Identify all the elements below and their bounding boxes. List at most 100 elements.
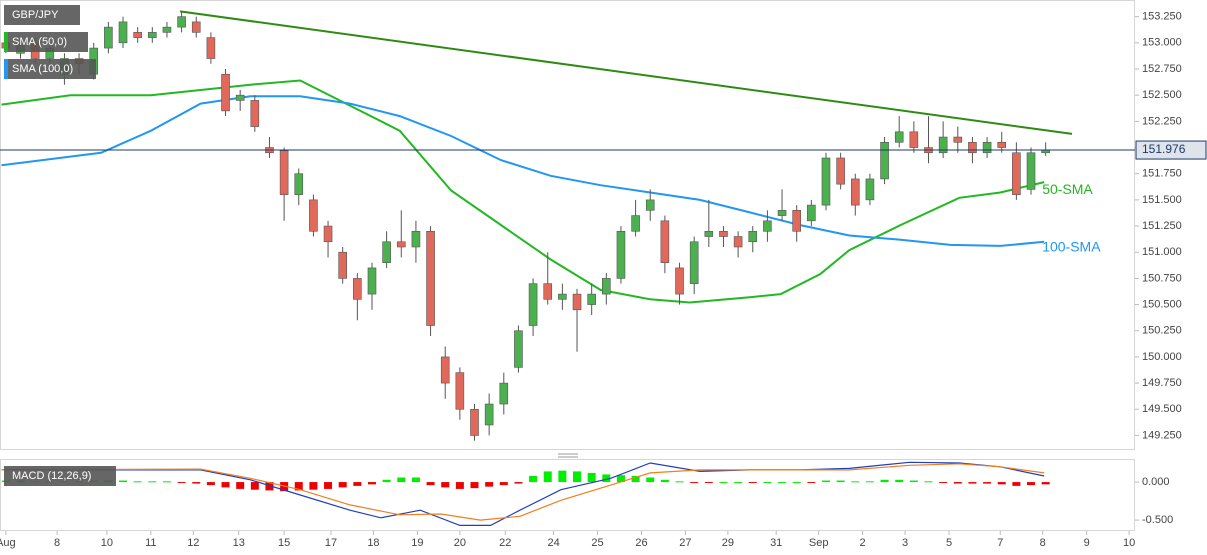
candle-body bbox=[484, 403, 494, 426]
histogram-bar bbox=[646, 477, 655, 483]
candle-body bbox=[602, 278, 611, 295]
x-tick-label: 18 bbox=[367, 537, 379, 549]
histogram-bar bbox=[675, 481, 684, 483]
histogram-bar bbox=[426, 482, 435, 486]
x-tick-label: 24 bbox=[547, 537, 559, 549]
y-tick-label: 151.250 bbox=[1142, 220, 1182, 232]
candle-body bbox=[294, 173, 304, 195]
candle-body bbox=[645, 199, 655, 211]
candle-body bbox=[411, 230, 421, 248]
histogram-bar bbox=[411, 477, 420, 483]
x-tick-label: 17 bbox=[325, 537, 337, 549]
histogram-bar bbox=[616, 475, 625, 483]
x-tick-label: 8 bbox=[1040, 537, 1046, 549]
histogram-bar bbox=[177, 482, 186, 484]
histogram-bar bbox=[499, 482, 508, 486]
y-tick-label: 150.250 bbox=[1142, 325, 1182, 337]
trendline bbox=[179, 10, 1073, 135]
y-tick-label: 149.250 bbox=[1142, 429, 1182, 441]
macd-line bbox=[1, 461, 1045, 526]
histogram-bar bbox=[821, 480, 830, 483]
y-tick-label: 150.500 bbox=[1142, 298, 1182, 310]
x-tick-label: Sep bbox=[809, 537, 829, 549]
sma-line bbox=[1, 79, 1045, 304]
histogram-bar bbox=[602, 474, 611, 483]
price-panel bbox=[0, 0, 1135, 450]
histogram-bar bbox=[119, 480, 128, 483]
x-tick-label: 10 bbox=[1123, 537, 1135, 549]
histogram-bar bbox=[324, 482, 333, 489]
histogram-bar bbox=[895, 479, 904, 483]
candle-body bbox=[777, 210, 787, 216]
histogram-bar bbox=[206, 482, 215, 486]
candle-body bbox=[719, 230, 728, 237]
candle-body bbox=[499, 382, 509, 405]
y-tick-label: 152.500 bbox=[1142, 89, 1182, 101]
candle-body bbox=[382, 241, 391, 263]
candle-body bbox=[763, 220, 772, 232]
candle-body bbox=[221, 73, 230, 112]
x-tick-label: 9 bbox=[1084, 537, 1090, 549]
candle-body bbox=[850, 178, 860, 206]
candle-body bbox=[953, 136, 963, 143]
legend-swatch bbox=[4, 59, 8, 79]
x-tick-label: 11 bbox=[145, 537, 156, 549]
histogram-bar bbox=[983, 482, 992, 484]
candle-body bbox=[880, 141, 889, 180]
x-tick-label: 3 bbox=[902, 537, 908, 549]
y-tick-label: 152.250 bbox=[1142, 115, 1182, 127]
histogram-bar bbox=[660, 479, 669, 483]
histogram-bar bbox=[631, 475, 640, 483]
y-tick-label: 0.000 bbox=[1142, 476, 1170, 488]
x-tick-label: 13 bbox=[233, 537, 245, 549]
candle-body bbox=[118, 21, 128, 44]
histogram-bar bbox=[382, 479, 391, 483]
histogram-bar bbox=[924, 481, 933, 483]
histogram-bar bbox=[792, 482, 801, 484]
legend-label: SMA (50,0) bbox=[12, 36, 67, 48]
histogram-bar bbox=[763, 482, 772, 484]
candle-body bbox=[470, 408, 479, 436]
histogram-bar bbox=[353, 482, 362, 486]
series-end-label: 100-SMA bbox=[1042, 238, 1101, 254]
candle-body bbox=[162, 26, 172, 33]
y-tick-label: 153.250 bbox=[1142, 11, 1182, 23]
histogram-bar bbox=[558, 470, 567, 483]
histogram-bar bbox=[778, 482, 787, 484]
sma-line bbox=[1, 95, 1045, 247]
candle-body bbox=[733, 236, 743, 248]
histogram-bar bbox=[690, 482, 699, 484]
candle-body bbox=[572, 293, 582, 311]
histogram-bar bbox=[997, 482, 1006, 485]
histogram-bar bbox=[148, 481, 157, 483]
candle-body bbox=[865, 178, 875, 201]
histogram-bar bbox=[1012, 482, 1021, 486]
candle-body bbox=[1026, 152, 1036, 190]
x-tick-label: 25 bbox=[591, 537, 603, 549]
histogram-bar bbox=[587, 472, 596, 483]
histogram-bar bbox=[294, 482, 303, 491]
candle-body bbox=[631, 215, 640, 232]
candle-body bbox=[689, 241, 699, 284]
y-tick-label: 151.500 bbox=[1142, 194, 1182, 206]
histogram-bar bbox=[529, 475, 538, 483]
histogram-bar bbox=[909, 480, 918, 483]
legend-box bbox=[4, 59, 96, 79]
legend-label: SMA (100,0) bbox=[12, 63, 73, 75]
candle-body bbox=[938, 136, 948, 154]
last-price-label: 151.976 bbox=[1142, 142, 1186, 156]
x-tick-label: 8 bbox=[54, 537, 60, 549]
histogram-bar bbox=[265, 482, 274, 491]
candle-body bbox=[616, 230, 626, 279]
histogram-bar bbox=[236, 482, 245, 489]
legend-box bbox=[4, 466, 116, 486]
y-tick-label: 149.500 bbox=[1142, 403, 1182, 415]
histogram-bar bbox=[397, 477, 406, 483]
candle-body bbox=[279, 150, 289, 195]
candle-body bbox=[660, 220, 670, 263]
candle-body bbox=[528, 283, 538, 326]
candle-body bbox=[704, 230, 714, 237]
histogram-bar bbox=[953, 482, 962, 484]
y-tick-label: 151.750 bbox=[1142, 168, 1182, 180]
